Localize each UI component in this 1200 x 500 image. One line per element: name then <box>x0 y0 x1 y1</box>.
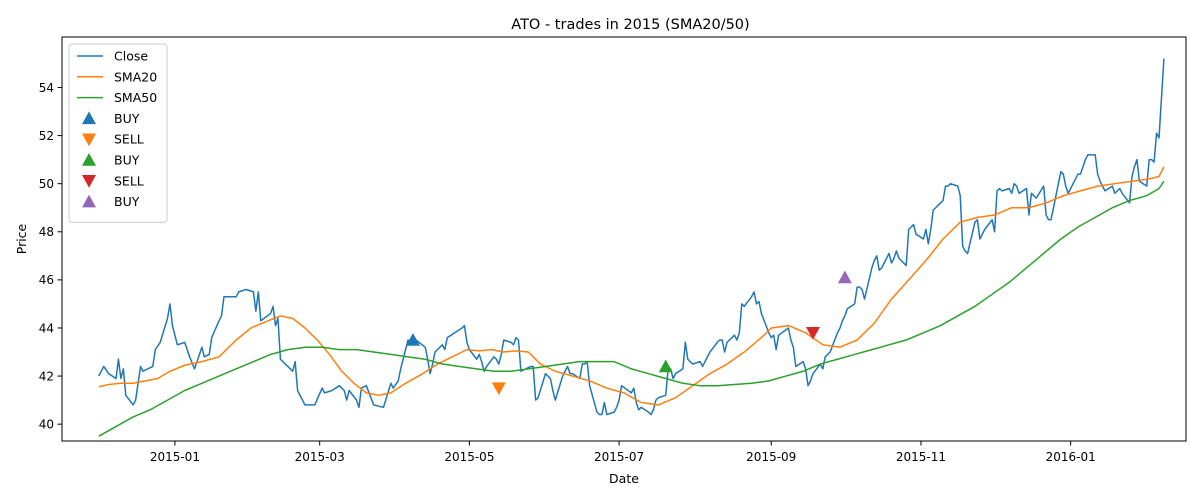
y-tick-label: 42 <box>39 369 54 383</box>
x-tick-label: 2015-11 <box>896 450 946 464</box>
y-axis: 40 42 44 46 48 50 52 54 <box>39 81 62 431</box>
series-line-sma20 <box>98 166 1165 406</box>
legend-label-sma50: SMA50 <box>114 90 157 105</box>
legend-label-sell: SELL <box>114 132 144 147</box>
trade-marker-sell-4 <box>805 327 820 340</box>
trade-marker-sell-2 <box>491 382 506 396</box>
chart-title: ATO - trades in 2015 (SMA20/50) <box>511 17 749 33</box>
plot-background <box>62 37 1186 441</box>
y-tick-label: 52 <box>39 129 54 143</box>
legend-marker-buy-3 <box>82 153 96 166</box>
x-tick-label: 2015-09 <box>746 450 796 464</box>
x-tick-label: 2015-05 <box>444 450 494 464</box>
y-tick-label: 50 <box>39 177 54 191</box>
trade-marker-buy-1 <box>405 333 420 346</box>
legend-label-close: Close <box>114 49 148 64</box>
x-tick-label: 2015-03 <box>295 450 345 464</box>
legend-label-sell: SELL <box>114 173 144 188</box>
y-tick-label: 46 <box>39 273 54 287</box>
marker-layer <box>405 270 852 396</box>
legend-marker-buy-5 <box>82 194 96 208</box>
y-tick-label: 44 <box>39 321 54 335</box>
legend-label-sma20: SMA20 <box>114 69 157 84</box>
legend-marker-sell-4 <box>82 175 96 188</box>
series-layer <box>98 58 1165 437</box>
legend-label-buy: BUY <box>114 111 140 126</box>
series-line-close <box>98 58 1165 416</box>
y-tick-label: 54 <box>39 81 54 95</box>
legend-marker-buy-1 <box>82 111 96 125</box>
legend-label-buy: BUY <box>114 194 140 209</box>
y-tick-label: 48 <box>39 225 54 239</box>
x-tick-label: 2016-01 <box>1046 450 1096 464</box>
y-tick-label: 40 <box>39 417 54 431</box>
x-tick-label: 2015-07 <box>594 450 644 464</box>
series-line-sma50 <box>98 180 1165 437</box>
plot-frame <box>61 36 1187 442</box>
legend-marker-sell-2 <box>82 133 96 147</box>
trade-marker-buy-5 <box>837 270 852 284</box>
plot-area <box>61 36 1187 442</box>
x-tick-label: 2015-01 <box>150 450 200 464</box>
legend-label-buy: BUY <box>114 153 140 168</box>
x-axis: 2015-01 2015-03 2015-05 2015-07 2015-09 2015-… <box>150 441 1096 464</box>
legend: Close SMA20 SMA50 BUY SELL BUY SELL BUY <box>68 43 168 223</box>
y-axis-label: Price <box>14 223 29 254</box>
trade-marker-buy-3 <box>658 359 673 373</box>
x-axis-label: Date <box>609 471 639 486</box>
